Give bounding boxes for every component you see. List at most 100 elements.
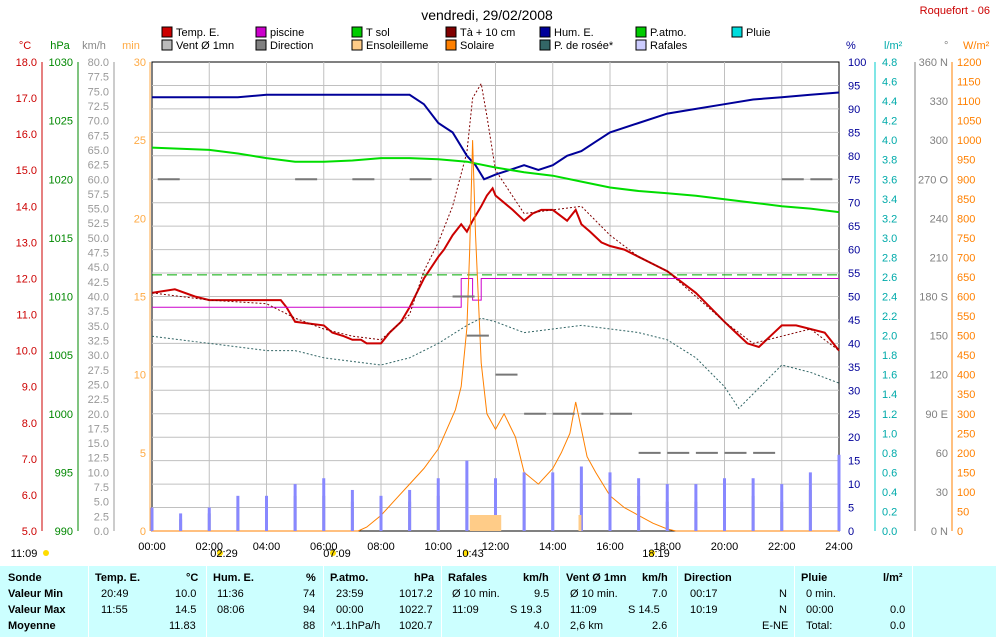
stats-table: Sonde Temp. E. °C Hum. E. % P.atmo. hPa … <box>0 566 996 637</box>
solar-tick: 500 <box>957 331 975 343</box>
header-temp-unit: °C <box>186 572 199 584</box>
rain-tick: 0.2 <box>882 506 897 518</box>
rain-tick: 0.6 <box>882 467 897 479</box>
wind-tick: 72.5 <box>88 101 109 113</box>
minutes-tick: 30 <box>134 57 146 69</box>
press-time: 23:59 <box>336 588 364 600</box>
press-tick: 995 <box>55 467 73 479</box>
rain-tick: 0.0 <box>882 526 897 538</box>
marker-sun-icon <box>217 550 223 556</box>
legend-label: P.atmo. <box>650 27 687 39</box>
wind-tick: 0.0 <box>94 526 109 538</box>
direction-tick: 360 N <box>919 57 948 69</box>
solar-tick: 600 <box>957 292 975 304</box>
hum-value: 88 <box>303 620 316 632</box>
temp-tick: 17.0 <box>16 93 37 105</box>
legend-swatch <box>635 39 647 51</box>
series-p-atmo <box>151 146 840 214</box>
temp-tick: 18.0 <box>16 57 37 69</box>
wind-value: 7.0 <box>652 588 668 600</box>
rain-tick: 3.4 <box>882 194 897 206</box>
humidity-tick: 15 <box>848 456 860 468</box>
legend-label: Direction <box>270 40 313 52</box>
time-tick: 04:00 <box>253 541 281 553</box>
rain-tick: 2.4 <box>882 292 897 304</box>
wind-tick: 15.0 <box>88 438 109 450</box>
humidity-tick: 90 <box>848 104 860 116</box>
humidity-tick: 45 <box>848 315 860 327</box>
wind-tick: 62.5 <box>88 160 109 172</box>
rain-value: 0.0 <box>890 620 906 632</box>
header-gust-unit: km/h <box>523 572 549 584</box>
wind-time: 2,6 km <box>570 620 604 632</box>
rain-tick: 4.0 <box>882 135 897 147</box>
press-tick: 990 <box>55 526 73 538</box>
wind-value: 2.6 <box>652 620 668 632</box>
row-label: Valeur Min <box>8 588 64 600</box>
wind-tick: 47.5 <box>88 248 109 260</box>
legend-label: Pluie <box>746 27 770 39</box>
legend-swatch <box>255 26 267 38</box>
press-value: 1020.7 <box>399 620 433 632</box>
wind-tick: 57.5 <box>88 189 109 201</box>
wind-tick: 52.5 <box>88 218 109 230</box>
dir-value: E-NE <box>762 620 789 632</box>
temp-tick: 7.0 <box>22 454 37 466</box>
temp-time: 20:49 <box>101 588 129 600</box>
solar-tick: 1100 <box>957 96 981 108</box>
rain-tick: 1.6 <box>882 370 897 382</box>
rain-value: 0.0 <box>890 604 906 616</box>
press-tick: 1010 <box>49 292 73 304</box>
time-tick: 02:00 <box>195 541 223 553</box>
press-tick: 1000 <box>49 409 73 421</box>
wind-time: 11:09 <box>570 604 597 616</box>
wind-tick: 77.5 <box>88 72 109 84</box>
temp-tick: 6.0 <box>22 490 37 502</box>
legend-label: Tà + 10 cm <box>460 27 515 39</box>
solar-tick: 250 <box>957 428 975 440</box>
gust-value: S 19.3 <box>510 604 542 616</box>
header-hum-unit: % <box>306 572 316 584</box>
hum-time: 08:06 <box>217 604 245 616</box>
header-hum: Hum. E. <box>213 572 254 584</box>
rain-tick: 0.8 <box>882 448 897 460</box>
row-label: Valeur Max <box>8 604 66 616</box>
legend-swatch <box>445 26 457 38</box>
wind-tick: 50.0 <box>88 233 109 245</box>
axis-unit: l/m² <box>884 40 903 52</box>
series-t-10-cm <box>151 82 840 351</box>
legend-swatch <box>351 26 363 38</box>
legend-label: Vent Ø 1mn <box>176 40 234 52</box>
rain-tick: 4.4 <box>882 96 897 108</box>
time-tick: 22:00 <box>768 541 796 553</box>
wind-tick: 80.0 <box>88 57 109 69</box>
solar-tick: 650 <box>957 272 975 284</box>
rain-time: 0 min. <box>806 588 836 600</box>
header-press: P.atmo. <box>330 572 369 584</box>
temp-tick: 11.0 <box>16 310 37 322</box>
hum-time: 11:36 <box>217 588 244 600</box>
humidity-tick: 40 <box>848 338 860 350</box>
rain-tick: 2.2 <box>882 311 897 323</box>
legend-label: P. de rosée* <box>554 40 614 52</box>
time-tick: 20:00 <box>711 541 739 553</box>
header-gust: Rafales <box>448 572 488 584</box>
time-tick: 00:00 <box>138 541 166 553</box>
legend-swatch <box>539 39 551 51</box>
time-marker: 07:09 <box>323 548 351 560</box>
solar-tick: 1150 <box>957 77 981 89</box>
temp-tick: 10.0 <box>16 346 37 358</box>
gust-time: 11:09 <box>452 604 479 616</box>
time-tick: 10:00 <box>424 541 452 553</box>
grid-lines <box>152 62 839 531</box>
humidity-tick: 5 <box>848 503 854 515</box>
legend-swatch <box>161 26 173 38</box>
solar-tick: 850 <box>957 194 975 206</box>
direction-tick: 270 O <box>918 174 948 186</box>
minutes-tick: 10 <box>134 370 146 382</box>
legend-label: Rafales <box>650 40 688 52</box>
humidity-tick: 0 <box>848 526 854 538</box>
wind-tick: 22.5 <box>88 394 109 406</box>
time-tick: 16:00 <box>596 541 624 553</box>
time-tick: 08:00 <box>367 541 395 553</box>
